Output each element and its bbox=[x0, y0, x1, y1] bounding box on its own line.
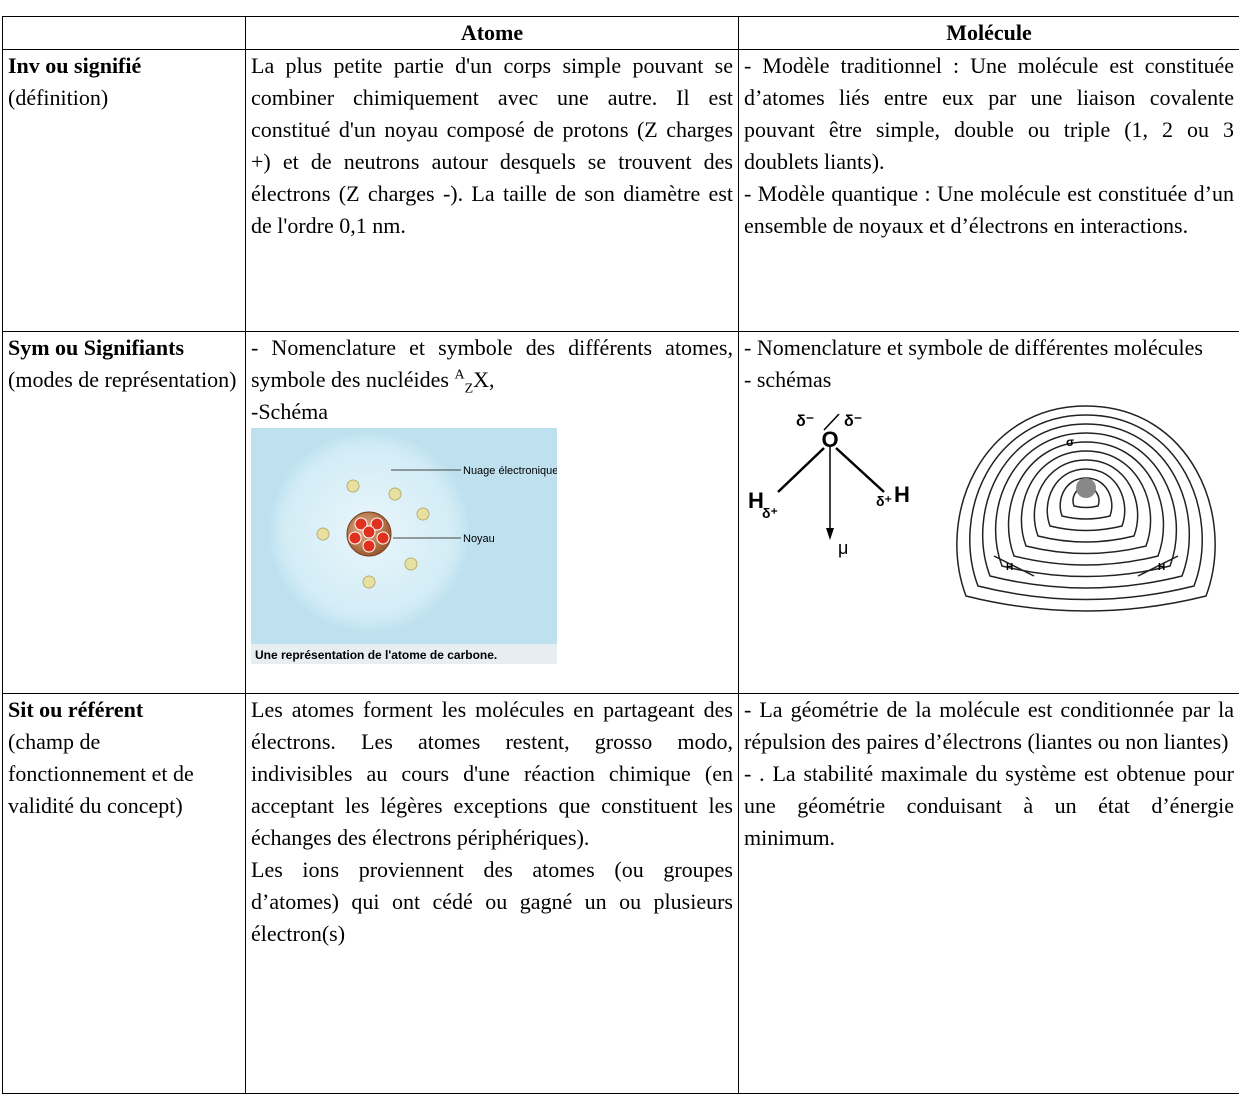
oxygen-core bbox=[1076, 478, 1096, 498]
header-cell: Molécule bbox=[739, 17, 1239, 50]
cell: - Modèle traditionnel : Une molécule est… bbox=[739, 50, 1239, 332]
label-cell: Sym ou Signifiants (modes de représentat… bbox=[3, 332, 246, 694]
paragraph: Les atomes forment les molécules en part… bbox=[251, 694, 733, 854]
figure-caption: Une représentation de l'atome de carbone… bbox=[255, 648, 497, 662]
partial-charge: δ⁻ bbox=[844, 413, 862, 430]
header-cell bbox=[3, 17, 246, 50]
paragraph: La plus petite partie d'un corps simple … bbox=[251, 50, 733, 242]
label-cell: Sit ou référent (champ de fonctionnement… bbox=[3, 694, 246, 1094]
row-label: Sit ou référent bbox=[8, 694, 240, 726]
row-sublabel: (champ de fonctionnement et de validité … bbox=[8, 726, 240, 822]
row-label: Inv ou signifié bbox=[8, 50, 240, 82]
row: Sit ou référent (champ de fonctionnement… bbox=[3, 694, 1239, 1094]
comparison-table: Atome Molécule Inv ou signifié (définiti… bbox=[2, 16, 1239, 1094]
paragraph: Les ions proviennent des atomes (ou grou… bbox=[251, 854, 733, 950]
header-row: Atome Molécule bbox=[3, 17, 1239, 50]
subscript: Z bbox=[465, 381, 474, 396]
paragraph: - Nomenclature et symbole des différents… bbox=[251, 332, 733, 396]
partial-charge: δ⁺ bbox=[762, 505, 778, 521]
contour bbox=[1034, 460, 1137, 542]
atom-symbol: H bbox=[894, 482, 910, 507]
contour bbox=[1021, 451, 1150, 554]
paragraph: - schémas bbox=[744, 364, 1234, 396]
paragraph: - Modèle traditionnel : Une molécule est… bbox=[744, 50, 1234, 178]
label-cell: Inv ou signifié (définition) bbox=[3, 50, 246, 332]
superscript: A bbox=[454, 368, 464, 383]
row: Inv ou signifié (définition) La plus pet… bbox=[3, 50, 1239, 332]
paragraph: -Schéma bbox=[251, 396, 733, 428]
atom-symbol: O bbox=[821, 427, 838, 452]
cell: - La géométrie de la molécule est condit… bbox=[739, 694, 1239, 1094]
row-sublabel: (définition) bbox=[8, 82, 240, 114]
paragraph: - . La stabilité maximale du système est… bbox=[744, 758, 1234, 854]
cell: - Nomenclature et symbole de différentes… bbox=[739, 332, 1239, 694]
density-contours bbox=[957, 406, 1215, 611]
contour-label: H bbox=[1158, 562, 1165, 573]
row: Sym ou Signifiants (modes de représentat… bbox=[3, 332, 1239, 694]
cell: Les atomes forment les molécules en part… bbox=[246, 694, 739, 1094]
molecule-figure: O H H δ⁻ δ⁻ δ⁺ δ⁺ μ σ H H bbox=[744, 396, 1234, 646]
paragraph: - Modèle quantique : Une molécule est co… bbox=[744, 178, 1234, 242]
figure-label: Nuage électronique bbox=[463, 465, 557, 477]
symbol: X, bbox=[473, 367, 494, 392]
figure-label: Noyau bbox=[463, 533, 495, 545]
partial-charge: δ⁺ bbox=[876, 493, 892, 509]
partial-charge: δ⁻ bbox=[796, 413, 814, 430]
contour-label: σ bbox=[1066, 435, 1074, 449]
page: Atome Molécule Inv ou signifié (définiti… bbox=[0, 0, 1239, 1025]
row-label: Sym ou Signifiants bbox=[8, 332, 240, 364]
atom-figure: Nuage électronique Noyau Une représentat… bbox=[251, 428, 557, 664]
paragraph: - La géométrie de la molécule est condit… bbox=[744, 694, 1234, 758]
paragraph: - Nomenclature et symbole de différentes… bbox=[744, 332, 1234, 364]
cell: - Nomenclature et symbole des différents… bbox=[246, 332, 739, 694]
dipole-label: μ bbox=[838, 538, 848, 558]
header-cell: Atome bbox=[246, 17, 739, 50]
row-sublabel: (modes de représentation) bbox=[8, 364, 240, 396]
contour bbox=[957, 406, 1215, 611]
arrow-head bbox=[826, 528, 834, 540]
cell: La plus petite partie d'un corps simple … bbox=[246, 50, 739, 332]
contour-label: H bbox=[1006, 562, 1013, 573]
